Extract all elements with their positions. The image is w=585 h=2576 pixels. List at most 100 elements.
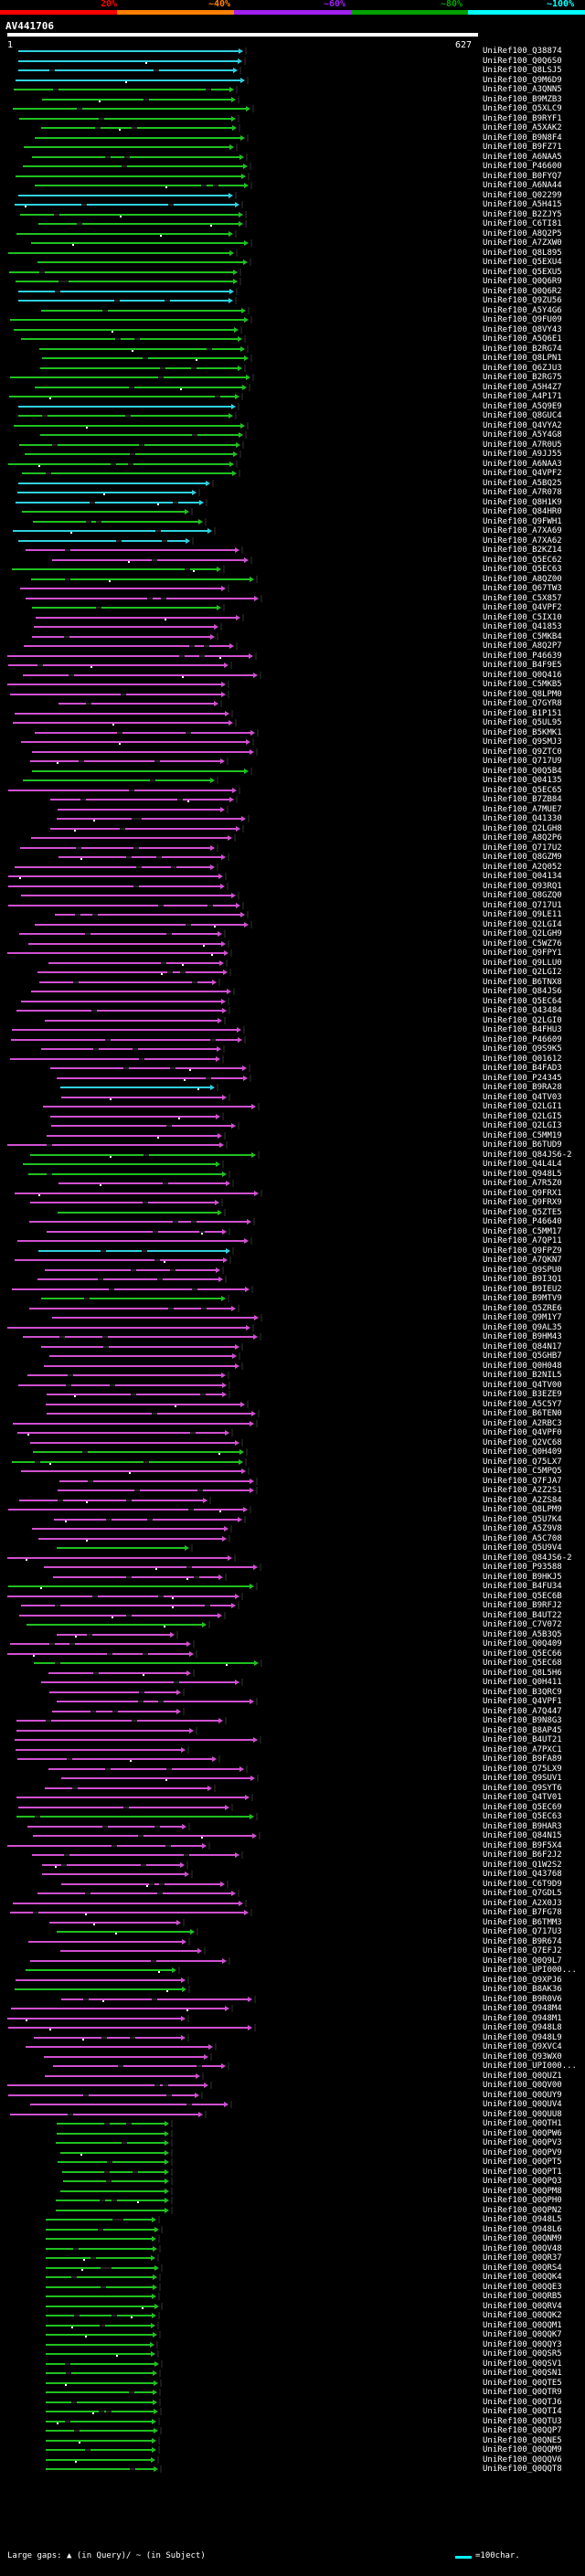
- hit-alignment[interactable]: [44, 1564, 261, 1571]
- hit-alignment[interactable]: [45, 2072, 204, 2080]
- hit-label[interactable]: UniRef100_A5Q9E9: [483, 402, 562, 411]
- hit-alignment[interactable]: [16, 1727, 197, 1734]
- hit-alignment[interactable]: [11, 1036, 246, 1044]
- hit-label[interactable]: UniRef100_Q9FU09: [483, 315, 562, 324]
- hit-label[interactable]: UniRef100_B4UT21: [483, 1735, 562, 1744]
- hit-label[interactable]: UniRef100_A7XA62: [483, 536, 562, 546]
- hit-alignment[interactable]: [30, 1151, 260, 1159]
- hit-label[interactable]: UniRef100_A7Q447: [483, 1707, 562, 1716]
- hit-alignment[interactable]: [8, 2092, 203, 2099]
- hit-label[interactable]: UniRef100_Q5ZTE5: [483, 1208, 562, 1217]
- hit-label[interactable]: UniRef100_Q9XPJ6: [483, 1976, 562, 1985]
- hit-label[interactable]: UniRef100_C6TI81: [483, 219, 562, 228]
- hit-label[interactable]: UniRef100_Q0QNE5: [483, 2436, 562, 2445]
- hit-alignment[interactable]: [16, 1717, 227, 1724]
- hit-alignment[interactable]: [48, 1765, 248, 1773]
- hit-label[interactable]: UniRef100_B3EZE9: [483, 1390, 562, 1399]
- hit-alignment[interactable]: [47, 1228, 230, 1235]
- hit-alignment[interactable]: [46, 2254, 159, 2262]
- hit-label[interactable]: UniRef100_Q38874: [483, 47, 562, 56]
- hit-label[interactable]: UniRef100_A2Z2S1: [483, 1486, 562, 1495]
- hit-alignment[interactable]: [18, 192, 237, 199]
- hit-label[interactable]: UniRef100_A5H4Z7: [483, 383, 562, 392]
- hit-label[interactable]: UniRef100_Q717U9: [483, 757, 562, 766]
- hit-alignment[interactable]: [11, 2005, 233, 2012]
- hit-label[interactable]: UniRef100_C6T9D9: [483, 1880, 562, 1889]
- hit-label[interactable]: UniRef100_Q0QQP7: [483, 2426, 562, 2435]
- hit-label[interactable]: UniRef100_A5BQ25: [483, 479, 562, 488]
- hit-label[interactable]: UniRef100_A5Y4G6: [483, 306, 562, 315]
- hit-alignment[interactable]: [20, 585, 229, 592]
- hit-label[interactable]: UniRef100_C7V072: [483, 1620, 562, 1629]
- hit-alignment[interactable]: [59, 1478, 258, 1485]
- hit-label[interactable]: UniRef100_Q8VY43: [483, 325, 562, 334]
- hit-alignment[interactable]: [34, 2034, 189, 2041]
- hit-label[interactable]: UniRef100_C5MKB4: [483, 632, 562, 641]
- hit-label[interactable]: UniRef100_B2ZJY5: [483, 210, 562, 219]
- hit-label[interactable]: UniRef100_B9RFJ2: [483, 1601, 562, 1610]
- hit-label[interactable]: UniRef100_Q84N15: [483, 1831, 562, 1840]
- hit-alignment[interactable]: [39, 979, 220, 986]
- hit-label[interactable]: UniRef100_B9HKJ5: [483, 1573, 562, 1582]
- hit-label[interactable]: UniRef100_Q0QUZ1: [483, 2072, 562, 2081]
- hit-alignment[interactable]: [7, 1324, 254, 1331]
- hit-alignment[interactable]: [46, 2331, 161, 2338]
- hit-alignment[interactable]: [10, 316, 252, 323]
- hit-alignment[interactable]: [39, 345, 249, 353]
- hit-alignment[interactable]: [13, 1420, 258, 1427]
- hit-label[interactable]: UniRef100_Q0QRB5: [483, 2292, 562, 2301]
- hit-label[interactable]: UniRef100_Q9SPU0: [483, 1266, 562, 1275]
- hit-label[interactable]: UniRef100_Q0H048: [483, 1362, 562, 1371]
- hit-label[interactable]: UniRef100_Q5XLC9: [483, 104, 562, 113]
- hit-label[interactable]: UniRef100_A4P171: [483, 392, 562, 401]
- hit-alignment[interactable]: [42, 1861, 188, 1869]
- hit-label[interactable]: UniRef100_Q75LX7: [483, 1458, 562, 1467]
- hit-label[interactable]: UniRef100_Q0QPV9: [483, 2148, 562, 2157]
- hit-label[interactable]: UniRef100_Q2LGI0: [483, 1016, 562, 1025]
- hit-alignment[interactable]: [18, 412, 237, 419]
- hit-label[interactable]: UniRef100_Q0QPN2: [483, 2206, 562, 2215]
- hit-label[interactable]: UniRef100_C5MKB5: [483, 680, 562, 689]
- hit-alignment[interactable]: [27, 1621, 210, 1628]
- hit-label[interactable]: UniRef100_Q67TW3: [483, 584, 562, 593]
- hit-label[interactable]: UniRef100_Q9SMJ3: [483, 737, 562, 747]
- hit-alignment[interactable]: [23, 777, 218, 784]
- hit-alignment[interactable]: [33, 1448, 248, 1456]
- hit-alignment[interactable]: [30, 1439, 243, 1447]
- hit-alignment[interactable]: [25, 451, 241, 458]
- hit-label[interactable]: UniRef100_A7PXC1: [483, 1745, 562, 1754]
- hit-label[interactable]: UniRef100_Q0QQT8: [483, 2465, 562, 2474]
- hit-label[interactable]: UniRef100_Q0QV00: [483, 2081, 562, 2090]
- hit-label[interactable]: UniRef100_Q4TV00: [483, 1381, 562, 1390]
- hit-alignment[interactable]: [12, 1026, 245, 1034]
- hit-alignment[interactable]: [21, 998, 229, 1005]
- hit-label[interactable]: UniRef100_A6NAA5: [483, 153, 562, 162]
- hit-alignment[interactable]: [51, 1122, 239, 1129]
- hit-label[interactable]: UniRef100_A7R078: [483, 488, 562, 497]
- hit-alignment[interactable]: [36, 614, 244, 621]
- hit-alignment[interactable]: [9, 393, 243, 400]
- hit-alignment[interactable]: [7, 681, 229, 688]
- hit-label[interactable]: UniRef100_B9F5X4: [483, 1841, 562, 1850]
- hit-label[interactable]: UniRef100_Q84JS6-2: [483, 1150, 572, 1160]
- hit-alignment[interactable]: [37, 969, 231, 976]
- hit-alignment[interactable]: [57, 1631, 178, 1638]
- hit-label[interactable]: UniRef100_B4FHU3: [483, 1025, 562, 1034]
- hit-alignment[interactable]: [45, 1267, 224, 1274]
- hit-alignment[interactable]: [15, 1736, 261, 1744]
- hit-label[interactable]: UniRef100_Q0H409: [483, 1447, 562, 1457]
- hit-label[interactable]: UniRef100_A5Q6E1: [483, 334, 562, 344]
- hit-alignment[interactable]: [32, 748, 258, 756]
- hit-alignment[interactable]: [46, 2226, 163, 2233]
- hit-alignment[interactable]: [24, 143, 238, 151]
- hit-label[interactable]: UniRef100_Q0Q9L7: [483, 1956, 562, 1966]
- hit-label[interactable]: UniRef100_Q0QRS4: [483, 2263, 562, 2273]
- hit-label[interactable]: UniRef100_Q5EC63: [483, 565, 562, 574]
- hit-label[interactable]: UniRef100_Q2LGI3: [483, 1121, 562, 1130]
- hit-label[interactable]: UniRef100_Q7GYR8: [483, 699, 562, 708]
- hit-alignment[interactable]: [58, 2158, 173, 2166]
- hit-label[interactable]: UniRef100_B9R0V6: [483, 1995, 562, 2004]
- hit-alignment[interactable]: [15, 201, 243, 208]
- hit-alignment[interactable]: [46, 1401, 249, 1408]
- hit-label[interactable]: UniRef100_A5C5Y7: [483, 1400, 562, 1409]
